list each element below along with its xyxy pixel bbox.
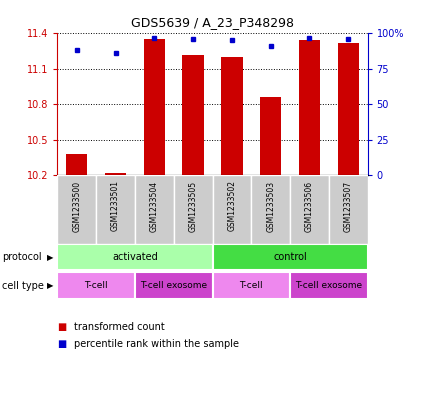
Text: control: control bbox=[273, 252, 307, 262]
Text: transformed count: transformed count bbox=[74, 321, 165, 332]
Bar bbox=[105, 173, 126, 175]
Text: GSM1233505: GSM1233505 bbox=[189, 180, 198, 231]
Text: GSM1233503: GSM1233503 bbox=[266, 180, 275, 231]
Text: GDS5639 / A_23_P348298: GDS5639 / A_23_P348298 bbox=[131, 16, 294, 29]
Text: GSM1233502: GSM1233502 bbox=[227, 180, 236, 231]
Bar bbox=[251, 175, 290, 244]
Text: T-cell exosome: T-cell exosome bbox=[295, 281, 363, 290]
Bar bbox=[96, 175, 135, 244]
Text: GSM1233500: GSM1233500 bbox=[72, 180, 81, 231]
Bar bbox=[182, 55, 204, 175]
Text: percentile rank within the sample: percentile rank within the sample bbox=[74, 339, 239, 349]
Text: cell type: cell type bbox=[2, 281, 44, 291]
Bar bbox=[174, 175, 212, 244]
Text: ▶: ▶ bbox=[47, 281, 54, 290]
Bar bbox=[135, 175, 174, 244]
Bar bbox=[212, 244, 368, 270]
Bar bbox=[337, 43, 359, 175]
Bar bbox=[212, 272, 290, 299]
Bar bbox=[290, 272, 368, 299]
Bar bbox=[329, 175, 368, 244]
Text: protocol: protocol bbox=[2, 252, 42, 262]
Bar bbox=[57, 272, 135, 299]
Text: GSM1233504: GSM1233504 bbox=[150, 180, 159, 231]
Bar bbox=[66, 154, 88, 175]
Text: GSM1233501: GSM1233501 bbox=[111, 180, 120, 231]
Text: GSM1233506: GSM1233506 bbox=[305, 180, 314, 231]
Text: ■: ■ bbox=[57, 321, 67, 332]
Text: ■: ■ bbox=[57, 339, 67, 349]
Bar bbox=[57, 175, 96, 244]
Text: T-cell: T-cell bbox=[84, 281, 108, 290]
Bar bbox=[260, 97, 281, 175]
Text: T-cell: T-cell bbox=[239, 281, 263, 290]
Bar bbox=[221, 57, 243, 175]
Bar bbox=[212, 175, 251, 244]
Bar bbox=[57, 244, 212, 270]
Text: GSM1233507: GSM1233507 bbox=[344, 180, 353, 231]
Bar bbox=[144, 39, 165, 175]
Bar bbox=[135, 272, 212, 299]
Text: activated: activated bbox=[112, 252, 158, 262]
Bar bbox=[290, 175, 329, 244]
Text: T-cell exosome: T-cell exosome bbox=[140, 281, 207, 290]
Text: ▶: ▶ bbox=[47, 253, 54, 261]
Bar bbox=[299, 40, 320, 175]
